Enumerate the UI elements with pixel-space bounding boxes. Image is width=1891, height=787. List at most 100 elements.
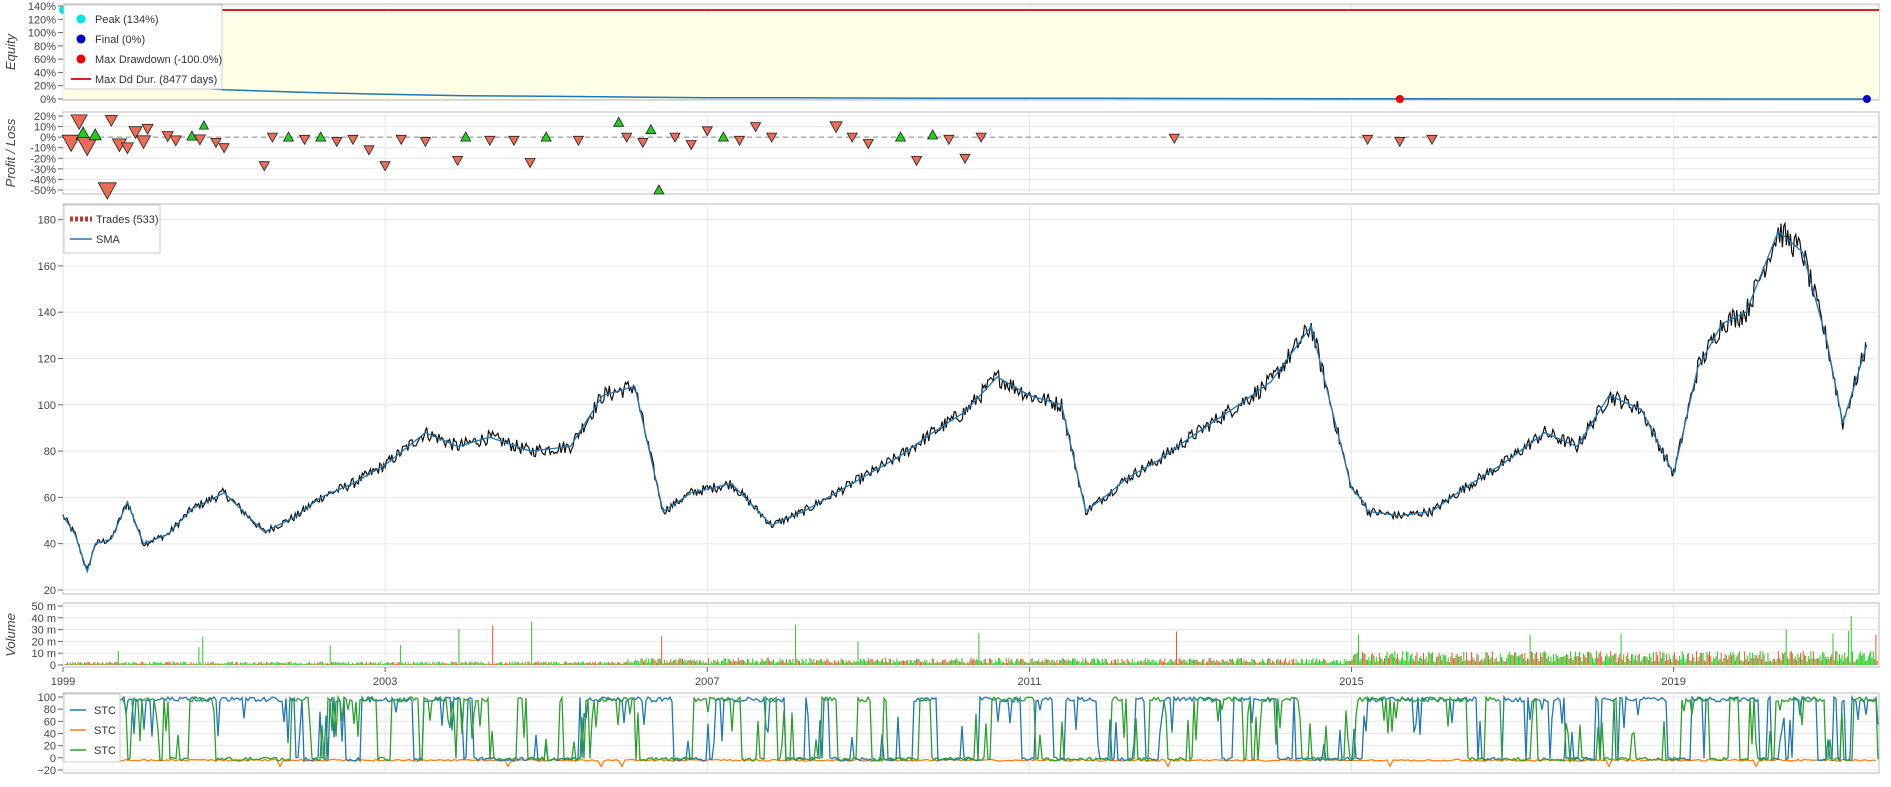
vol-y-tick-label: 10 m [32, 648, 56, 660]
pl-y-tick-label: -10% [30, 143, 56, 155]
ohlc-legend-box [63, 204, 161, 254]
loss-marker [1394, 136, 1406, 148]
equity-y-tick-label: 80% [34, 41, 56, 53]
equity-y-tick-label: 40% [34, 67, 56, 79]
osc-y-tick-label: 100 [38, 692, 56, 704]
loss-marker [572, 135, 585, 147]
loss-marker [128, 126, 143, 140]
equity-y-tick-label: 0% [40, 94, 56, 106]
loss-marker [298, 134, 311, 146]
ohlc-frame [62, 203, 1880, 595]
ohlc-y-tick-label: 140 [38, 307, 56, 319]
osc-legend: STC STC STC [63, 693, 121, 763]
loss-marker [701, 126, 713, 137]
legend-peak-label: Peak (134%) [95, 14, 159, 26]
equity-y-tick-label: 20% [34, 81, 56, 93]
profit-marker [894, 131, 907, 142]
equity-y-tick-label: 140% [28, 1, 56, 13]
profit-loss-panel: 20%10%0%-10%-20%-30%-40%-50% Profit / Lo… [3, 111, 1880, 200]
pl-y-tick-label: -50% [30, 185, 56, 197]
profit-marker [540, 131, 552, 142]
loss-marker [1361, 134, 1374, 146]
loss-marker [363, 145, 375, 156]
loss-marker [104, 115, 118, 128]
loss-marker [379, 161, 391, 172]
ohlc-y-tick-label: 160 [38, 261, 56, 273]
ohlc-y-ticks: 180 160 140 120 100 80 60 40 20 [38, 215, 63, 597]
osc-y-tick-label: 20 [44, 741, 56, 753]
volume-y-ticks: 50 m40 m30 m20 m10 m0 [32, 601, 63, 672]
volume-panel: 50 m40 m30 m20 m10 m0 Volume [3, 601, 1880, 672]
osc-y-tick-label: 40 [44, 729, 56, 741]
equity-axis-title: Equity [3, 32, 18, 70]
equity-fill [63, 9, 1879, 99]
legend-dd-duration-label: Max Dd Dur. (8477 days) [95, 74, 217, 86]
pl-axis-title: Profit / Loss [3, 118, 18, 187]
equity-legend-box [63, 4, 223, 90]
loss-marker [61, 134, 81, 153]
loss-marker [637, 137, 649, 149]
volume-frame [62, 602, 1880, 668]
sma-line [62, 230, 1868, 574]
loss-marker [1168, 133, 1180, 145]
loss-marker [70, 114, 88, 131]
ohlc-y-tick-label: 20 [44, 585, 56, 597]
osc-y-tick-label: 60 [44, 716, 56, 728]
max-drawdown-marker [1395, 95, 1404, 103]
ohlc-panel: 180 160 140 120 100 80 60 40 20 Trades (533) SMA [38, 203, 1880, 597]
legend-sma-label: SMA [96, 234, 121, 246]
legend-final-label: Final (0%) [95, 34, 145, 46]
equity-y-tick-label: 60% [34, 54, 56, 66]
vol-y-tick-label: 30 m [32, 625, 56, 637]
equity-legend: Peak (134%) Final (0%) Max Drawdown (-10… [63, 4, 223, 90]
loss-marker [669, 132, 681, 143]
x-tick-label: 2007 [695, 676, 719, 688]
vol-y-tick-label: 50 m [32, 601, 56, 613]
ohlc-y-tick-label: 80 [44, 446, 56, 458]
loss-marker [975, 132, 987, 143]
loss-marker [484, 135, 496, 147]
loss-marker [829, 121, 843, 134]
x-tick-label: 1999 [51, 676, 75, 688]
profit-marker [717, 131, 730, 142]
profit-marker [315, 131, 327, 142]
stc-line-green [63, 694, 1879, 763]
loss-marker [943, 134, 955, 146]
volume-down-bars [64, 625, 1878, 665]
loss-marker [621, 132, 633, 143]
ohlc-y-tick-label: 60 [44, 492, 56, 504]
loss-marker [120, 142, 135, 155]
volume-up-bars [68, 616, 1876, 665]
equity-y-tick-label: 120% [28, 14, 56, 26]
loss-marker [959, 153, 971, 165]
loss-marker [169, 135, 182, 147]
legend-final-dot [76, 34, 86, 44]
osc-y-tick-label: −20 [37, 765, 56, 777]
pl-y-tick-label: 0% [40, 132, 56, 144]
loss-marker [1426, 134, 1438, 146]
legend-stc-2-label: STC [94, 725, 116, 737]
loss-marker [97, 182, 117, 200]
legend-trades-label: Trades (533) [96, 214, 159, 226]
loss-marker [419, 136, 432, 148]
profit-marker [927, 129, 939, 140]
profit-marker [645, 123, 657, 135]
loss-marker [258, 161, 270, 172]
loss-marker [862, 139, 874, 150]
x-tick-label: 2019 [1661, 676, 1685, 688]
osc-y-tick-label: 80 [44, 704, 56, 716]
loss-marker [76, 137, 98, 157]
loss-marker [524, 158, 536, 169]
loss-marker [135, 135, 152, 150]
pl-y-tick-label: -20% [30, 153, 56, 165]
loss-marker [451, 155, 464, 167]
legend-peak-dot [76, 14, 86, 24]
pl-grid [62, 114, 1879, 192]
final-equity-marker [1862, 95, 1871, 103]
ohlc-y-tick-label: 40 [44, 539, 56, 551]
ohlc-legend: Trades (533) SMA [63, 204, 161, 254]
pl-y-tick-label: -40% [30, 174, 56, 186]
pl-frame [62, 111, 1880, 195]
